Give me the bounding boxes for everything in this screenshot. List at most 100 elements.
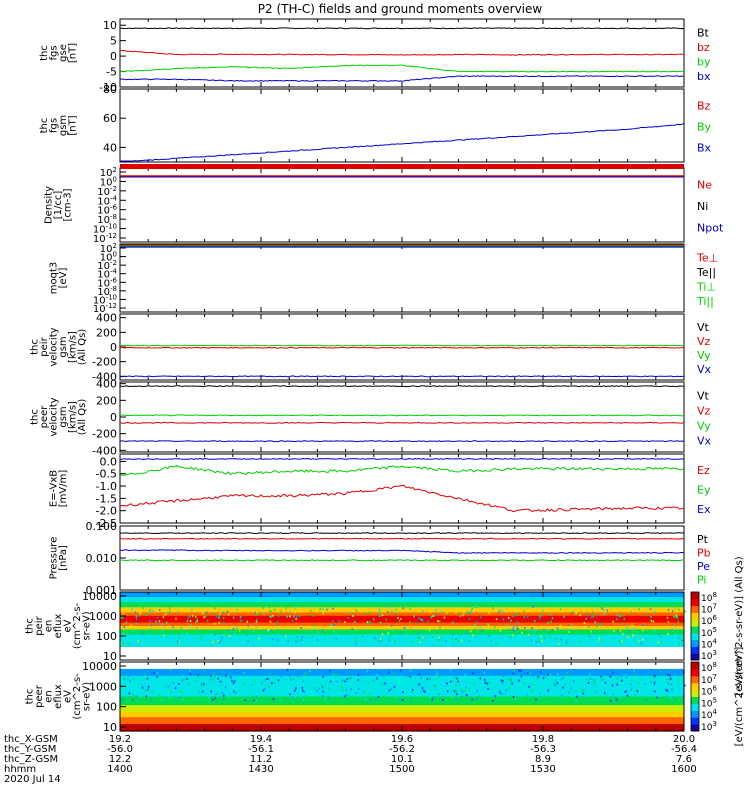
- spectrogram-pixel: [599, 623, 601, 626]
- y-tick-label: -1.0: [96, 480, 117, 493]
- spectrogram-pixel: [238, 629, 241, 632]
- spectrogram-band: [120, 705, 684, 708]
- colorbar-segment: [691, 639, 699, 647]
- spectrogram-pixel: [272, 614, 274, 617]
- spectrogram-pixel: [203, 675, 205, 678]
- spectrogram-pixel: [523, 610, 526, 613]
- spectrogram-pixel: [269, 631, 271, 634]
- spectrogram-pixel: [563, 615, 565, 618]
- spectrogram-pixel: [644, 693, 646, 696]
- spectrogram-pixel: [509, 679, 512, 682]
- xaxis-row-value: 7.6: [676, 754, 692, 765]
- spectrogram-pixel: [608, 697, 610, 700]
- spectrogram-pixel: [435, 614, 437, 617]
- spectrogram-pixel: [186, 620, 189, 622]
- spectrogram-pixel: [332, 674, 334, 677]
- spectrogram-pixel: [378, 611, 380, 613]
- spectrogram-pixel: [369, 699, 372, 702]
- spectrogram-pixel: [395, 695, 398, 698]
- spectrogram-pixel: [667, 682, 670, 685]
- spectrogram-pixel: [367, 681, 370, 684]
- spectrogram-pixel: [524, 627, 526, 629]
- spectrogram-pixel: [267, 628, 269, 631]
- spectrogram-pixel: [620, 675, 623, 678]
- spectrogram-pixel: [547, 673, 549, 676]
- spectrogram-pixel: [586, 614, 589, 617]
- spectrogram-pixel: [163, 670, 165, 673]
- spectrogram-pixel: [566, 674, 569, 677]
- spectrogram-pixel: [536, 677, 538, 680]
- spectrogram-pixel: [302, 698, 305, 701]
- spectrogram-pixel: [498, 611, 500, 614]
- spectrogram-pixel: [314, 679, 316, 682]
- spectrogram-pixel: [253, 630, 255, 633]
- legend-By: By: [697, 121, 712, 134]
- legend-Pt: Pt: [697, 533, 709, 546]
- spectrogram-pixel: [197, 675, 199, 678]
- spectrogram-pixel: [604, 691, 606, 694]
- spectrogram-pixel: [429, 611, 431, 614]
- spectrogram-pixel: [559, 608, 562, 611]
- xaxis-row-value: 10.1: [391, 754, 413, 765]
- spectrogram-pixel: [383, 694, 385, 697]
- spectrogram-pixel: [219, 680, 222, 683]
- spectrogram-pixel: [520, 669, 522, 672]
- spectrogram-pixel: [120, 617, 122, 619]
- spectrogram-pixel: [141, 686, 144, 689]
- spectrogram-pixel: [273, 627, 275, 630]
- spectrogram-band: [120, 605, 684, 608]
- xaxis-row-label: hhmm: [4, 764, 36, 775]
- spectrogram-pixel: [455, 698, 457, 701]
- spectrogram-pixel: [455, 692, 457, 694]
- spectrogram-pixel: [549, 613, 551, 616]
- y-axis-label-line: gsm: [58, 336, 69, 357]
- spectrogram-pixel: [490, 639, 493, 642]
- spectrogram-pixel: [131, 697, 133, 700]
- spectrogram-band: [120, 641, 684, 644]
- spectrogram-pixel: [197, 631, 199, 634]
- colorbar-segment: [691, 619, 699, 627]
- spectrogram-pixel: [279, 698, 281, 701]
- spectrogram-pixel: [470, 610, 472, 613]
- spectrogram-pixel: [652, 675, 655, 678]
- spectrogram-pixel: [623, 618, 625, 620]
- spectrogram-pixel: [412, 688, 414, 691]
- spectrogram-pixel: [642, 607, 645, 610]
- spectrogram-pixel: [392, 629, 395, 632]
- spectrogram-pixel: [149, 620, 151, 623]
- spectrogram-pixel: [350, 683, 352, 686]
- spectrogram-pixel: [488, 682, 490, 684]
- spectrogram-pixel: [417, 622, 419, 625]
- series-Vz: [119, 346, 685, 349]
- spectrogram-band: [120, 670, 684, 673]
- spectrogram-pixel: [409, 621, 411, 624]
- xaxis-row-label: thc_Y-GSM: [4, 744, 56, 755]
- spectrogram-pixel: [435, 670, 437, 673]
- spectrogram-pixel: [434, 684, 436, 687]
- spectrogram-pixel: [538, 617, 541, 620]
- spectrogram-band: [120, 682, 684, 685]
- spectrogram-pixel: [270, 615, 272, 618]
- y-axis-label-line: thc: [39, 118, 50, 134]
- panel-frame: [119, 243, 685, 313]
- spectrogram-pixel: [549, 673, 551, 676]
- spectrogram-pixel: [312, 614, 315, 617]
- spectrogram-pixel: [541, 639, 543, 642]
- spectrogram-pixel: [388, 689, 391, 692]
- spectrogram-pixel: [520, 675, 523, 678]
- y-axis-label-line: peer: [34, 684, 45, 708]
- y-tick-label: 0.0: [100, 455, 118, 468]
- spectrogram-pixel: [584, 682, 587, 685]
- spectrogram-pixel: [129, 642, 131, 644]
- spectrogram-pixel: [459, 615, 461, 618]
- spectrogram-pixel: [384, 682, 386, 685]
- spectrogram-pixel: [169, 610, 171, 613]
- spectrogram-pixel: [476, 685, 479, 688]
- spectrogram-pixel: [432, 696, 435, 699]
- spectrogram-pixel: [280, 610, 282, 613]
- y-tick-label: 400: [96, 378, 117, 391]
- spectrogram-pixel: [595, 625, 598, 628]
- spectrogram-pixel: [417, 683, 420, 686]
- spectrogram-pixel: [186, 632, 188, 635]
